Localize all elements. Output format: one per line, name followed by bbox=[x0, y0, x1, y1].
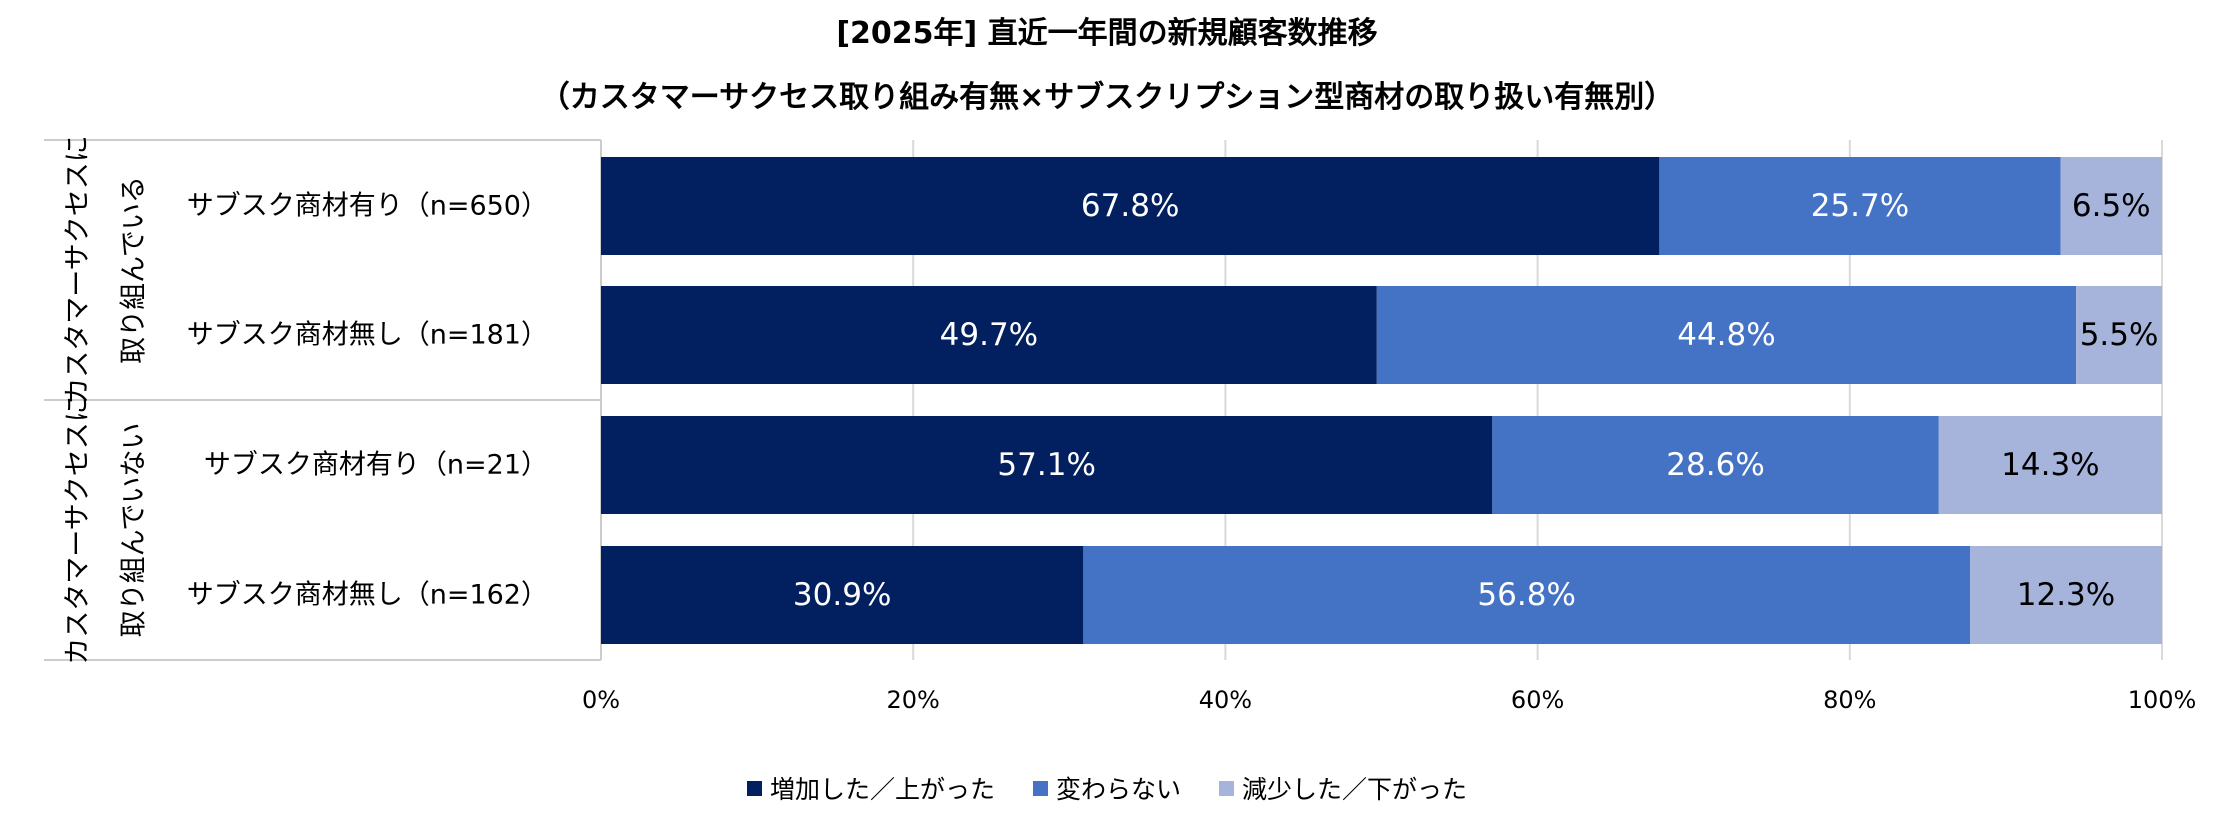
x-tick-label: 80% bbox=[1823, 686, 1876, 714]
data-label: 44.8% bbox=[1677, 317, 1775, 353]
data-label: 14.3% bbox=[2001, 447, 2099, 483]
category-label: サブスク商材有り（n=21） bbox=[204, 450, 548, 481]
bar-segment bbox=[1376, 286, 2077, 384]
legend-item: 減少した／下がった bbox=[1219, 770, 1467, 806]
bar-segment bbox=[601, 286, 1377, 384]
legend-item: 変わらない bbox=[1032, 770, 1181, 806]
data-label: 5.5% bbox=[2080, 317, 2159, 353]
data-label: 28.6% bbox=[1666, 447, 1764, 483]
x-tick-label: 20% bbox=[887, 686, 940, 714]
legend-label: 減少した／下がった bbox=[1242, 775, 1468, 804]
data-label: 6.5% bbox=[2072, 188, 2151, 224]
bar-segment bbox=[1938, 416, 2162, 514]
group-label: カスタマーサクセスに bbox=[63, 135, 94, 404]
x-tick-label: 0% bbox=[582, 686, 620, 714]
data-label: 57.1% bbox=[997, 447, 1095, 483]
bar-segment bbox=[601, 546, 1084, 644]
group-label: 取り組んでいる bbox=[119, 176, 150, 364]
category-label: サブスク商材無し（n=181） bbox=[187, 320, 548, 351]
chart-subtitle: （カスタマーサクセス取り組み有無×サブスクリプション型商材の取り扱い有無別） bbox=[539, 80, 1675, 115]
bar-segment bbox=[1492, 416, 1939, 514]
data-label: 30.9% bbox=[793, 577, 891, 613]
data-label: 49.7% bbox=[940, 317, 1038, 353]
category-label: サブスク商材有り（n=650） bbox=[187, 191, 548, 222]
bar-segment bbox=[2060, 157, 2162, 255]
x-tick-label: 40% bbox=[1199, 686, 1252, 714]
group-label: カスタマーサクセスに bbox=[63, 395, 94, 664]
bar-segment bbox=[2076, 286, 2162, 384]
group-label: 取り組んでいない bbox=[119, 423, 150, 638]
data-label: 12.3% bbox=[2017, 577, 2115, 613]
legend-swatch bbox=[746, 780, 762, 796]
data-label: 25.7% bbox=[1811, 188, 1909, 224]
legend-swatch bbox=[1219, 780, 1234, 796]
bar-segment bbox=[1083, 546, 1970, 644]
data-label: 56.8% bbox=[1477, 577, 1575, 613]
data-label: 67.8% bbox=[1081, 188, 1179, 224]
x-tick-label: 60% bbox=[1511, 686, 1564, 714]
chart-title: [2025年] 直近一年間の新規顧客数推移 bbox=[836, 16, 1378, 51]
chart-legend: 増加した／上がった 変わらない 減少した／下がった bbox=[0, 770, 2214, 806]
bar-segment bbox=[601, 157, 1660, 255]
bar-segment bbox=[601, 416, 1493, 514]
category-label: サブスク商材無し（n=162） bbox=[187, 580, 548, 611]
bar-segment bbox=[1659, 157, 2061, 255]
legend-item: 増加した／上がった bbox=[746, 770, 995, 806]
legend-label: 増加した／上がった bbox=[769, 775, 995, 804]
x-tick-label: 100% bbox=[2128, 686, 2197, 714]
legend-swatch bbox=[1032, 780, 1048, 796]
legend-label: 変わらない bbox=[1055, 775, 1181, 804]
bar-segment bbox=[1969, 546, 2162, 644]
